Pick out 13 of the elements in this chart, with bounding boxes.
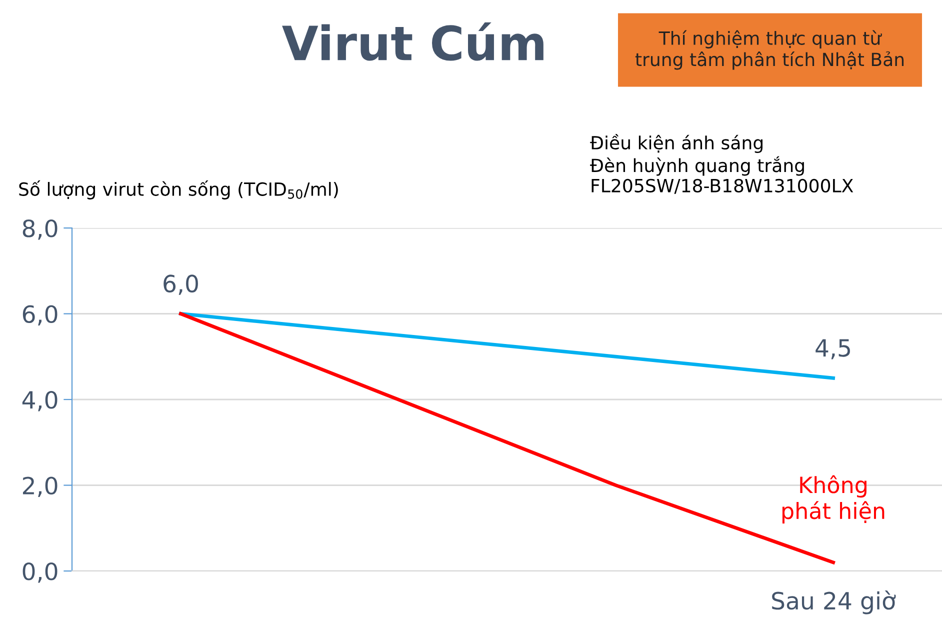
y-tick-label: 8,0 xyxy=(22,219,58,240)
y-tick-label: 2,0 xyxy=(22,476,58,497)
y-tick-label: 4,0 xyxy=(22,390,58,412)
data-label: Không phát hiện xyxy=(782,475,884,524)
chart-title: Virut Cúm xyxy=(282,22,544,61)
y-tick-label: 0,0 xyxy=(22,562,58,583)
text: Thí nghiệm thực quan từ trung tâm phân tích Nhật Bản xyxy=(635,30,904,70)
data-label: 6,0 xyxy=(164,274,198,295)
y-axis-title: Số lượng virut còn sống (TCID$_{50}$/ml) xyxy=(19,180,338,200)
text: Điều kiện ánh sáng Đèn huỳnh quang trắng FL205SW/18-B18W131000LX xyxy=(590,134,854,194)
x-tick-label: Sau 24 giờ xyxy=(772,590,896,614)
y-tick-label: 6,0 xyxy=(22,305,58,326)
data-label: 4,5 xyxy=(816,339,850,360)
